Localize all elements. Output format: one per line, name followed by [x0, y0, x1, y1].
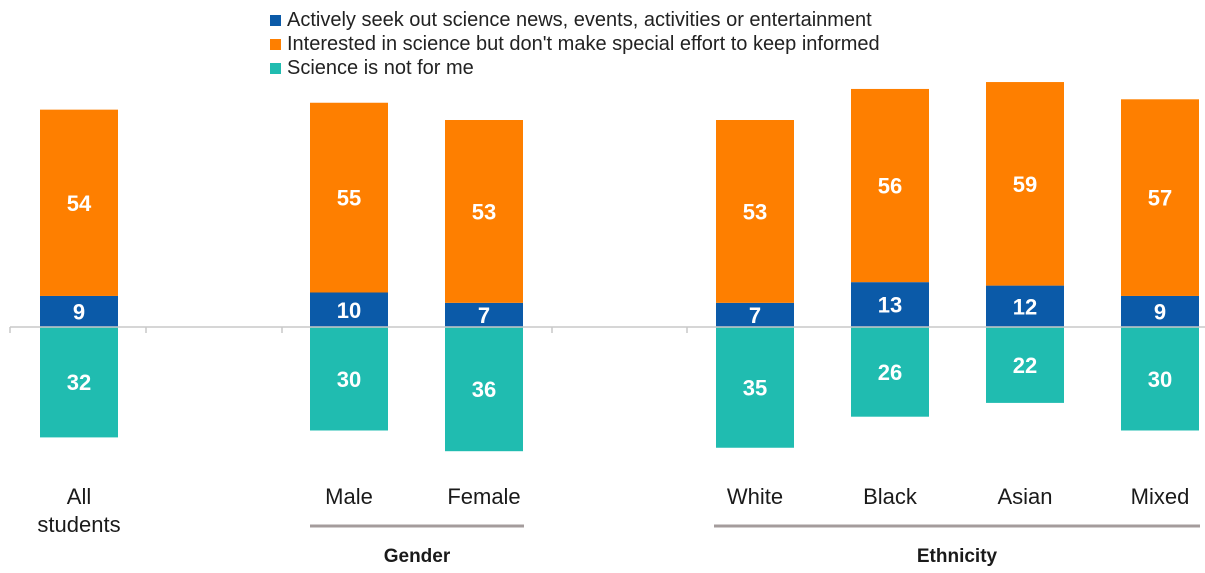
data-label-not-for-me-female: 36: [472, 377, 496, 402]
data-label-active-all-students: 9: [73, 299, 85, 324]
data-label-not-for-me-all-students: 32: [67, 370, 91, 395]
data-label-interested-black: 56: [878, 174, 902, 199]
group-labels: Gender Ethnicity: [310, 526, 1200, 567]
data-label-interested-mixed: 57: [1148, 186, 1172, 211]
legend-label-not-for-me: Science is not for me: [287, 57, 474, 80]
group-label-gender: Gender: [384, 546, 451, 567]
data-label-interested-all-students: 54: [67, 191, 92, 216]
category-label-white: White: [727, 484, 783, 509]
category-label-female: Female: [447, 484, 520, 509]
data-label-not-for-me-white: 35: [743, 375, 767, 400]
bars-layer: [40, 82, 1199, 451]
legend-item-not-for-me: Science is not for me: [270, 56, 880, 80]
data-label-interested-white: 53: [743, 199, 767, 224]
category-label-asian: Asian: [997, 484, 1052, 509]
data-label-active-male: 10: [337, 298, 361, 323]
category-label-all-students: All: [67, 484, 91, 509]
data-label-active-black: 13: [878, 293, 902, 318]
data-label-not-for-me-male: 30: [337, 367, 361, 392]
legend-item-interested: Interested in science but don't make spe…: [270, 32, 880, 56]
category-labels: All students Male Female White Black Asian Mixe…: [37, 484, 1189, 537]
data-label-not-for-me-asian: 22: [1013, 353, 1037, 378]
legend-label-active: Actively seek out science news, events, …: [287, 9, 872, 32]
data-label-active-asian: 12: [1013, 294, 1037, 319]
data-label-not-for-me-mixed: 30: [1148, 367, 1172, 392]
group-label-ethnicity: Ethnicity: [917, 546, 998, 567]
data-label-active-female: 7: [478, 303, 490, 328]
legend-swatch-not-for-me: [270, 63, 281, 74]
category-label-mixed: Mixed: [1131, 484, 1190, 509]
legend-swatch-interested: [270, 39, 281, 50]
category-label-male: Male: [325, 484, 373, 509]
legend-item-active: Actively seek out science news, events, …: [270, 8, 880, 32]
legend-swatch-active: [270, 15, 281, 26]
data-label-active-white: 7: [749, 303, 761, 328]
data-label-interested-asian: 59: [1013, 172, 1037, 197]
category-label-black: Black: [863, 484, 918, 509]
data-label-interested-female: 53: [472, 199, 496, 224]
category-label-all-students: students: [37, 512, 120, 537]
legend-label-interested: Interested in science but don't make spe…: [287, 33, 880, 56]
legend: Actively seek out science news, events, …: [270, 8, 880, 80]
data-label-active-mixed: 9: [1154, 299, 1166, 324]
data-label-interested-male: 55: [337, 186, 361, 211]
data-label-not-for-me-black: 26: [878, 360, 902, 385]
